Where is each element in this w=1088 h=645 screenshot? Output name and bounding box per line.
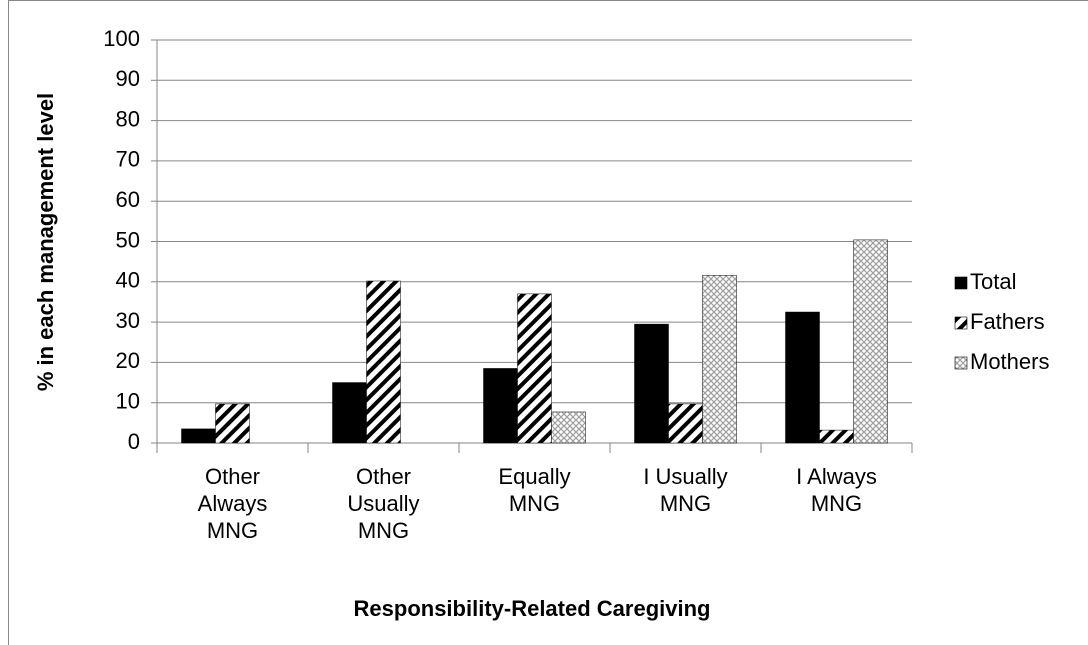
y-tick-label: 60 <box>116 187 140 212</box>
y-axis-title: % in each management level <box>33 93 58 391</box>
y-tick-label: 40 <box>116 268 140 293</box>
bar <box>181 428 216 444</box>
bar <box>483 368 518 444</box>
y-tick-label: 30 <box>116 308 140 333</box>
x-tick-label: Other Usually MNG <box>347 464 420 543</box>
bar <box>215 403 250 444</box>
bar <box>517 293 552 444</box>
bar <box>785 311 820 444</box>
chart-border <box>8 0 1088 645</box>
bar <box>634 323 669 444</box>
legend-label: Mothers <box>970 349 1049 374</box>
y-tick-label: 10 <box>116 389 140 414</box>
y-tick-label: 90 <box>116 66 140 91</box>
bar <box>702 275 737 444</box>
y-tick-label: 50 <box>116 227 140 252</box>
legend-swatch <box>954 276 968 290</box>
bar <box>332 382 367 444</box>
bar <box>366 280 401 444</box>
y-tick-label: 80 <box>116 106 140 131</box>
x-tick-label: Other Always MNG <box>197 464 268 543</box>
bar <box>819 429 854 444</box>
y-tick-label: 100 <box>103 26 140 51</box>
legend-swatch <box>954 316 968 330</box>
legend-label: Fathers <box>970 309 1045 334</box>
x-tick-label: Equally MNG <box>498 464 571 516</box>
y-tick-label: 70 <box>116 147 140 172</box>
x-tick-label: I Usually MNG <box>643 464 728 516</box>
legend-swatch <box>954 356 968 370</box>
y-tick-label: 20 <box>116 348 140 373</box>
bar <box>551 411 586 444</box>
x-axis-title: Responsibility-Related Caregiving <box>354 596 711 621</box>
x-tick-label: I Always MNG <box>796 464 877 516</box>
legend-label: Total <box>970 269 1016 294</box>
bar <box>853 239 888 444</box>
bar <box>668 403 703 444</box>
y-tick-label: 0 <box>128 429 140 454</box>
